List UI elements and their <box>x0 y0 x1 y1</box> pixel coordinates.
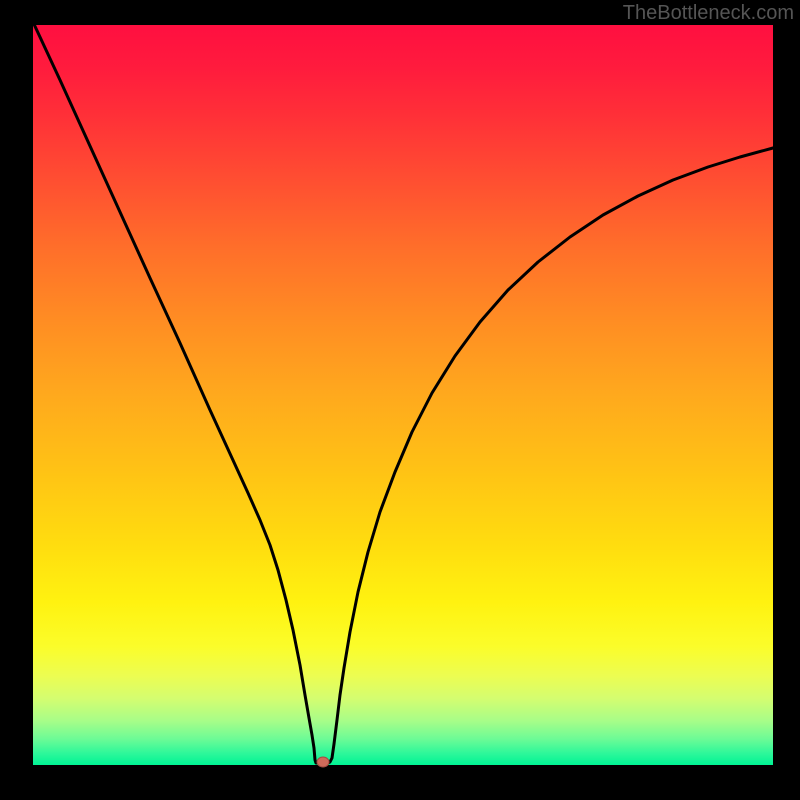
watermark-text: TheBottleneck.com <box>623 2 794 25</box>
plot-gradient-background <box>33 25 773 765</box>
chart-container: TheBottleneck.com <box>0 0 800 800</box>
